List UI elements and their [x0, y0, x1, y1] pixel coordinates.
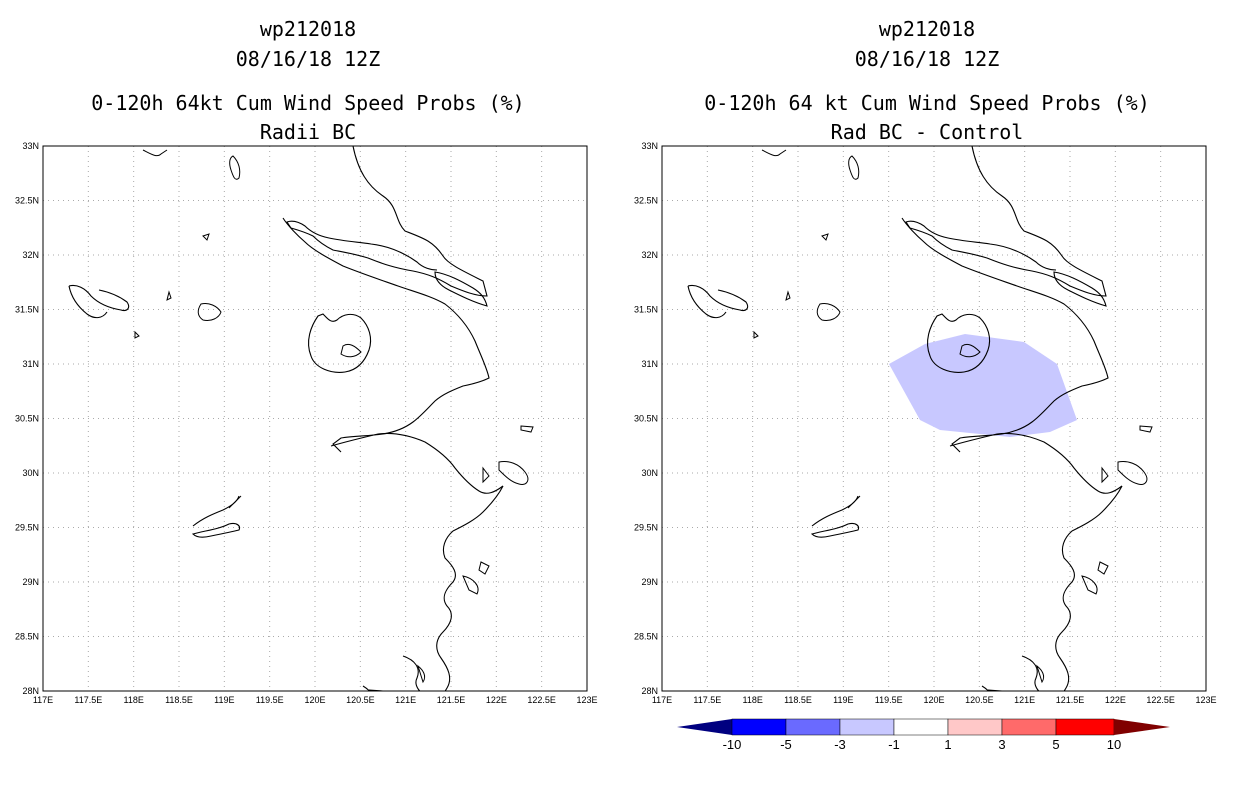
right-coastline — [687, 146, 1153, 691]
right-axis-labels: 117E 117.5E 118E 118.5E 119E 119.5E 120E 120.5E… — [634, 141, 1217, 705]
left-axis-labels: 117E 117.5E 118E 118.5E 119E 119.5E 120E 120.5E… — [15, 141, 598, 705]
colorbar-segment-3 — [839, 718, 895, 736]
left-lon-label: 120.5E — [346, 695, 375, 705]
colorbar-segment-6 — [1001, 718, 1057, 736]
right-lon-label: 120E — [923, 695, 944, 705]
right-lon-label: 119.5E — [875, 695, 903, 705]
colorbar-labels: -10 -5 -3 -1 1 3 5 10 — [723, 737, 1122, 752]
left-lon-label: 119.5E — [256, 695, 284, 705]
right-lon-label: 118E — [742, 695, 762, 705]
right-storm-id: wp212018 — [878, 17, 976, 41]
left-lat-label: 28N — [22, 686, 39, 696]
right-lat-label: 33N — [641, 141, 658, 151]
left-lon-label: 122.5E — [527, 695, 556, 705]
right-lat-label: 32.5N — [634, 196, 658, 206]
left-gridlines — [43, 146, 587, 691]
right-lon-label: 122.5E — [1146, 695, 1175, 705]
left-lon-label: 121.5E — [437, 695, 466, 705]
right-lat-label: 32N — [641, 250, 658, 260]
left-date: 08/16/18 12Z — [235, 47, 381, 71]
left-lat-label: 28.5N — [15, 632, 39, 642]
left-lon-label: 118E — [123, 695, 143, 705]
right-lon-label: 122E — [1105, 695, 1126, 705]
left-map-panel: 117E 117.5E 118E 118.5E 119E 119.5E 120E 120.5E… — [15, 141, 598, 705]
right-lat-label: 29.5N — [634, 523, 658, 533]
colorbar-label: -1 — [888, 737, 900, 752]
colorbar-left-arrow — [677, 719, 732, 735]
colorbar-label: 5 — [1052, 737, 1059, 752]
left-lat-label: 31N — [22, 359, 39, 369]
colorbar-label: -5 — [780, 737, 792, 752]
left-lon-label: 117E — [33, 695, 53, 705]
right-map-panel: 117E 117.5E 118E 118.5E 119E 119.5E 120E 120.5E… — [634, 141, 1217, 705]
right-lon-label: 121.5E — [1056, 695, 1085, 705]
colorbar-label: -3 — [834, 737, 846, 752]
right-lat-label: 30N — [641, 468, 658, 478]
left-lat-label: 29N — [22, 577, 39, 587]
right-lon-label: 121E — [1014, 695, 1035, 705]
colorbar-segment-4 — [893, 718, 949, 736]
left-lon-label: 120E — [304, 695, 325, 705]
right-gridlines — [662, 146, 1206, 691]
right-lat-label: 31.5N — [634, 305, 658, 315]
left-lon-label: 117.5E — [74, 695, 102, 705]
left-lat-label: 32.5N — [15, 196, 39, 206]
left-lat-label: 30.5N — [15, 414, 39, 424]
left-coastline — [68, 146, 534, 691]
colorbar-label: -10 — [723, 737, 742, 752]
right-lat-label: 28N — [641, 686, 658, 696]
colorbar: -10 -5 -3 -1 1 3 5 10 — [677, 718, 1170, 752]
right-lat-label: 28.5N — [634, 632, 658, 642]
left-lon-label: 118.5E — [165, 695, 193, 705]
left-lat-label: 31.5N — [15, 305, 39, 315]
right-lon-label: 123E — [1195, 695, 1216, 705]
right-lat-label: 30.5N — [634, 414, 658, 424]
right-date: 08/16/18 12Z — [854, 47, 1000, 71]
left-lon-label: 122E — [486, 695, 507, 705]
probability-difference-area — [889, 334, 1077, 437]
colorbar-label: 3 — [998, 737, 1005, 752]
left-lon-label: 121E — [395, 695, 416, 705]
colorbar-segment-2 — [785, 718, 841, 736]
left-lat-label: 33N — [22, 141, 39, 151]
right-lat-label: 29N — [641, 577, 658, 587]
left-map-subtitle: Radii BC — [259, 120, 357, 144]
left-lat-label: 30N — [22, 468, 39, 478]
colorbar-right-arrow — [1114, 719, 1170, 735]
right-lon-label: 118.5E — [784, 695, 812, 705]
left-map-title: 0-120h 64kt Cum Wind Speed Probs (%) — [91, 91, 525, 115]
colorbar-label: 1 — [944, 737, 951, 752]
right-lon-label: 119E — [833, 695, 853, 705]
right-lon-label: 117.5E — [693, 695, 721, 705]
right-map-frame — [661, 145, 1207, 692]
colorbar-segment-5 — [947, 718, 1003, 736]
left-lat-label: 29.5N — [15, 523, 39, 533]
right-map-title: 0-120h 64 kt Cum Wind Speed Probs (%) — [704, 91, 1150, 115]
left-lon-label: 119E — [214, 695, 234, 705]
right-lon-label: 120.5E — [965, 695, 994, 705]
left-lat-label: 32N — [22, 250, 39, 260]
left-lon-label: 123E — [576, 695, 597, 705]
colorbar-segment-7 — [1055, 718, 1115, 736]
right-lat-label: 31N — [641, 359, 658, 369]
colorbar-segment-1 — [731, 718, 787, 736]
colorbar-label: 10 — [1107, 737, 1121, 752]
left-storm-id: wp212018 — [259, 17, 357, 41]
right-lon-label: 117E — [652, 695, 672, 705]
left-map-frame — [42, 145, 588, 692]
right-map-subtitle: Rad BC - Control — [830, 120, 1024, 144]
